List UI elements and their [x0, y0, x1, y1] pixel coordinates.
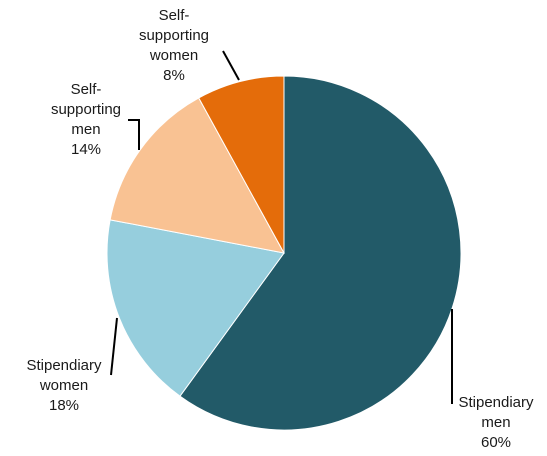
slice-label-self-supporting-women: Self-supporting women 8% [139, 7, 209, 84]
slice-name-line: Stipendiary [26, 357, 102, 374]
slice-name-line: Self- [71, 81, 102, 98]
slice-stipendiary-women [106, 219, 285, 397]
slice-value-label: 18% [49, 397, 79, 414]
slice-label-stipendiary-men: Stipendiary men 60% [458, 394, 534, 451]
slice-self-supporting-men [109, 97, 285, 254]
slice-name-line: women [39, 377, 88, 394]
slice-name-line: Self- [159, 7, 190, 24]
leader-line-stipendiary-women [110, 317, 118, 376]
slice-name-line: supporting [139, 27, 209, 44]
slice-name-line: men [481, 414, 510, 431]
pie-slices [106, 75, 462, 431]
slice-name-line: women [149, 47, 198, 64]
leader-lines [110, 50, 453, 404]
slice-label-stipendiary-women: Stipendiary women 18% [26, 357, 102, 414]
slice-label-self-supporting-men: Self-supporting men 14% [51, 81, 121, 158]
slice-value-label: 60% [481, 434, 511, 451]
leader-line-self-supporting-women [222, 50, 240, 81]
slice-name-line: supporting [51, 101, 121, 118]
slice-name-line: men [71, 121, 100, 138]
slice-stipendiary-men [179, 75, 462, 431]
slice-value-label: 14% [71, 141, 101, 158]
slice-self-supporting-women [198, 75, 285, 254]
slice-value-label: 8% [163, 67, 185, 84]
leader-line-self-supporting-men [128, 119, 140, 150]
slice-labels: Stipendiary men 60% Stipendiary women 18% Self… [26, 7, 534, 451]
slice-name-line: Stipendiary [458, 394, 534, 411]
